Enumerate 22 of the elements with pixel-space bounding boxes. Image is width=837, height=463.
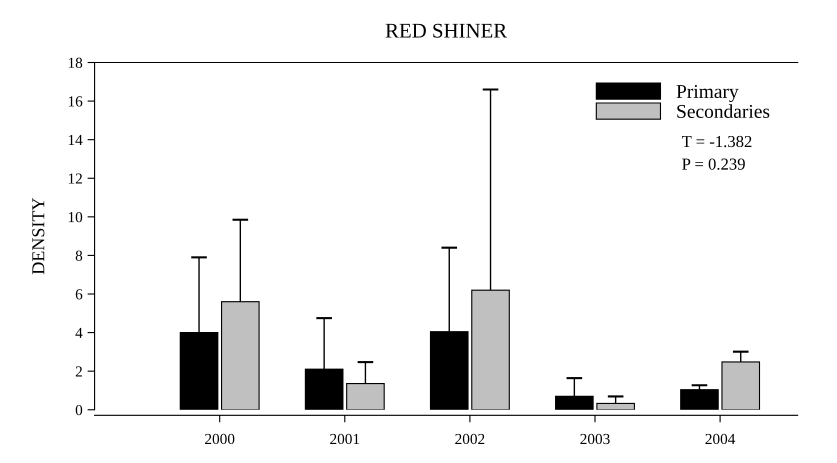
y-tick-label: 18 (68, 58, 82, 68)
x-tick-label: 2004 (705, 434, 736, 444)
y-tick-label: 0 (76, 404, 82, 416)
bar (680, 389, 719, 410)
x-tick-label: 2000 (205, 434, 234, 444)
x-tick-label: 2002 (455, 434, 484, 444)
y-axis-title: DENSITY (32, 198, 44, 274)
y-tick-label: 12 (68, 173, 82, 184)
y-tick-label: 8 (76, 250, 82, 261)
chart-title: RED SHINER (386, 24, 508, 38)
y-tick-label: 14 (68, 134, 83, 145)
y-tick-label: 4 (75, 328, 83, 338)
annotation: P = 0.239 (682, 158, 745, 170)
y-tick-label: 6 (76, 289, 82, 300)
x-tick-label: 2003 (580, 434, 610, 444)
y-tick-label: 2 (76, 366, 82, 376)
legend-label: Secondaries (677, 104, 770, 118)
y-tick-label: 16 (68, 96, 82, 107)
y-tick-label: 10 (68, 212, 82, 222)
x-tick-label: 2001 (330, 434, 360, 444)
legend-label: Primary (676, 84, 739, 102)
annotation: T = -1.382 (682, 136, 752, 148)
